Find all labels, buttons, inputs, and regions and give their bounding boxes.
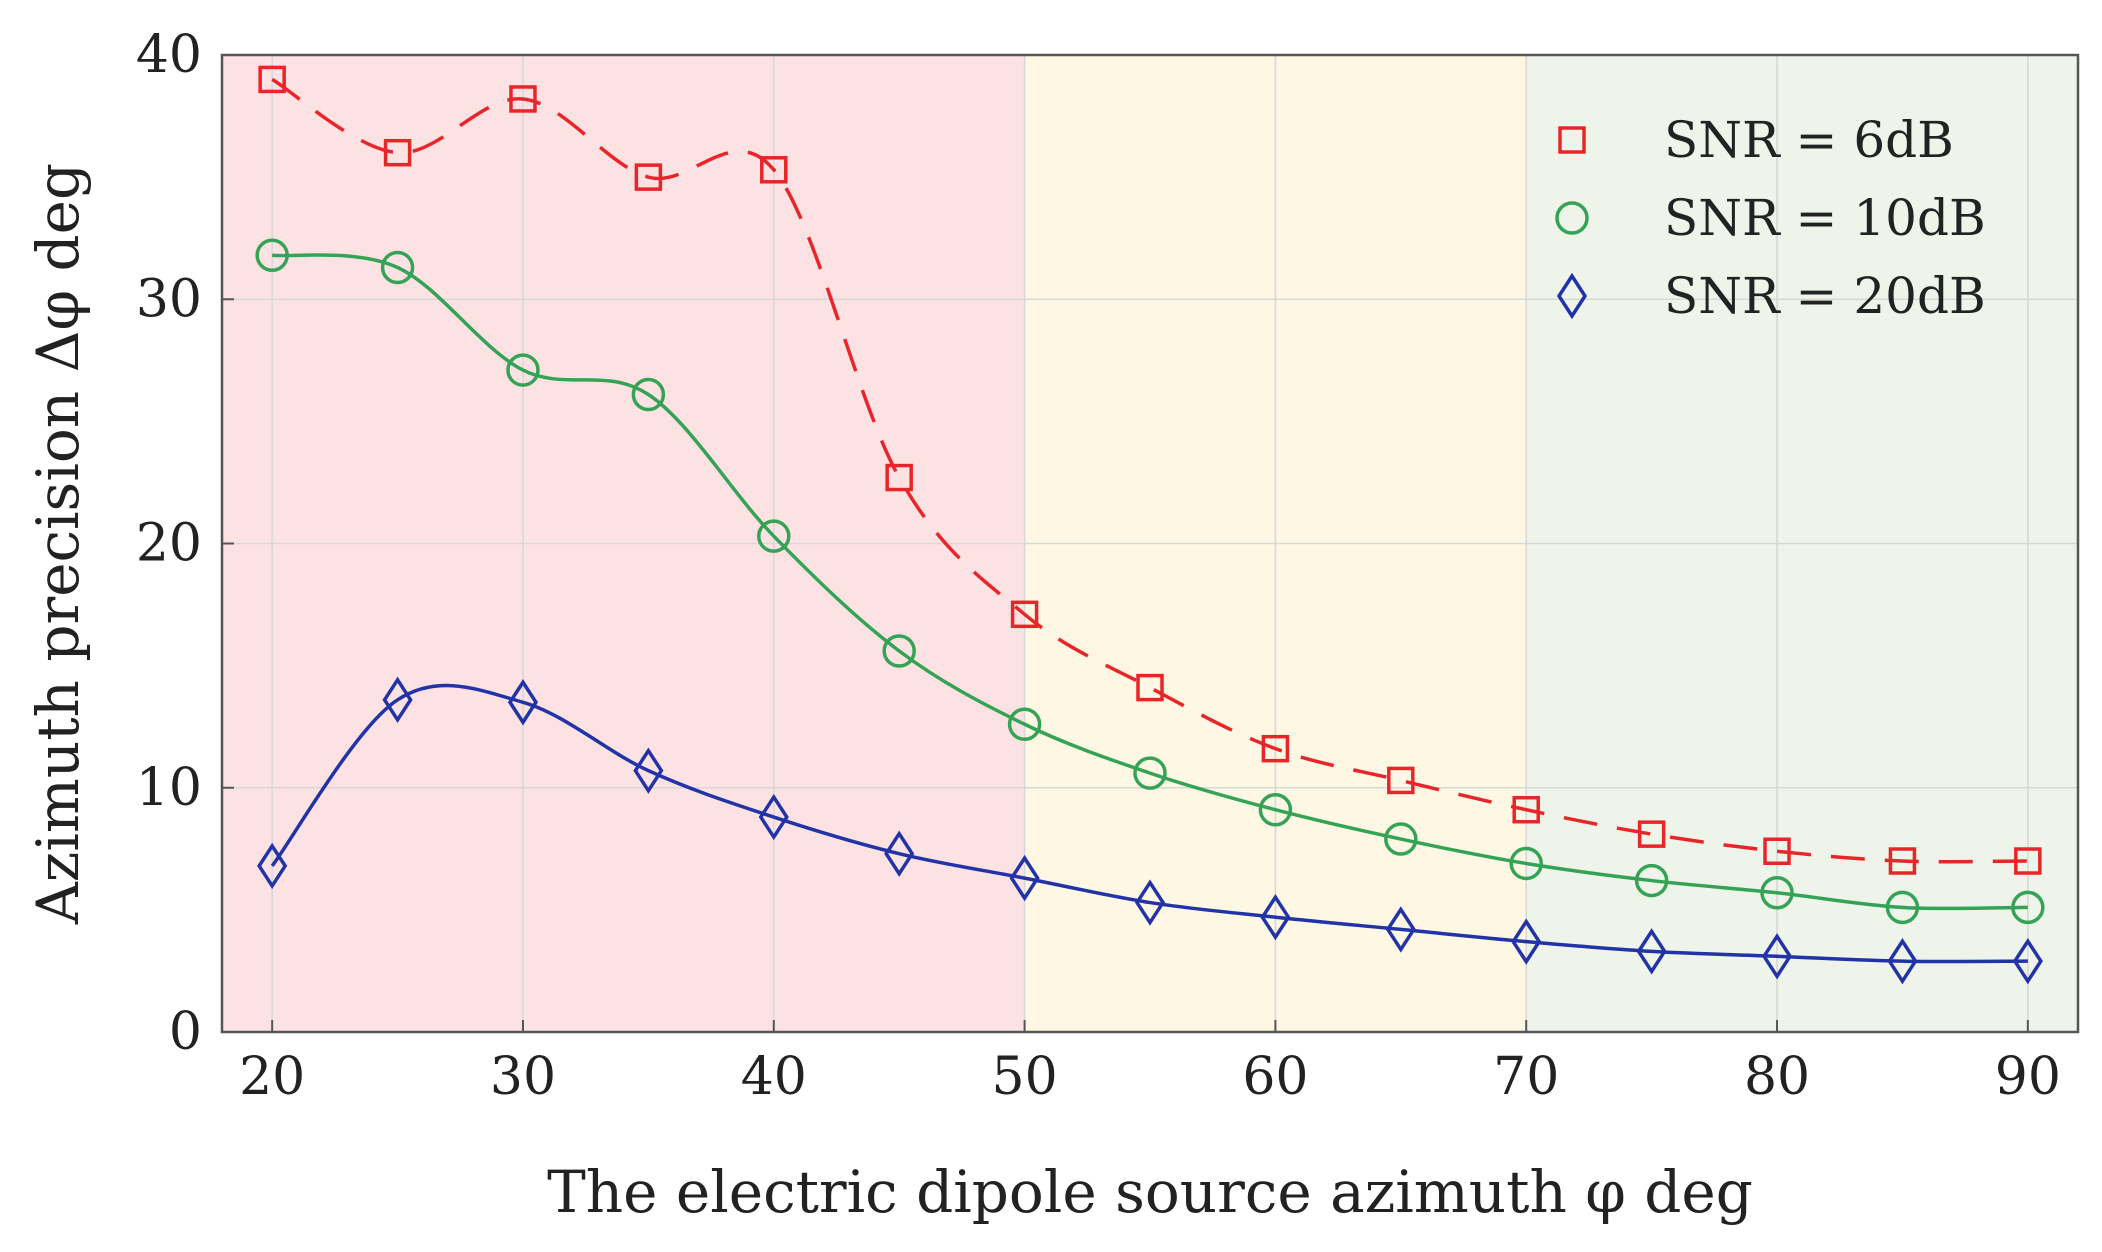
data-point-square-60 xyxy=(1261,734,1290,763)
data-point-square-50 xyxy=(1010,600,1039,629)
legend: SNR = 6dB SNR = 10dB SNR = 20dB xyxy=(1555,111,1986,325)
x-tick-label: 50 xyxy=(992,1047,1058,1107)
data-point-diamond-65 xyxy=(1385,906,1416,953)
y-tick-label: 30 xyxy=(136,269,202,329)
data-point-square-85 xyxy=(1888,847,1917,875)
y-tick-label: 0 xyxy=(169,1002,202,1062)
data-point-square-20 xyxy=(258,65,286,94)
data-point-circle-50 xyxy=(1007,707,1042,741)
axis-ticks: 20 30 40 50 60 70 80 90 0 10 20 30 40 xyxy=(136,25,2061,1107)
data-series xyxy=(255,65,2045,985)
data-point-diamond-75 xyxy=(1636,928,1667,975)
x-tick-label: 40 xyxy=(741,1047,807,1107)
series-line-square xyxy=(271,77,2028,864)
data-point-circle-80 xyxy=(1760,876,1794,910)
data-point-diamond-25 xyxy=(382,676,413,724)
data-point-circle-70 xyxy=(1509,846,1543,881)
data-point-diamond-45 xyxy=(884,830,915,877)
x-tick-label: 20 xyxy=(239,1047,305,1107)
x-tick-label: 80 xyxy=(1744,1047,1810,1107)
series-square xyxy=(258,65,2042,875)
legend-label: SNR = 20dB xyxy=(1664,267,1986,325)
legend-marker-diamond xyxy=(1556,272,1588,320)
series-diamond xyxy=(257,676,2043,985)
data-point-diamond-60 xyxy=(1260,893,1291,941)
data-point-diamond-30 xyxy=(507,679,539,726)
y-tick-label: 40 xyxy=(136,25,202,85)
data-point-square-90 xyxy=(2014,847,2042,875)
data-point-diamond-80 xyxy=(1761,933,1793,980)
data-point-circle-25 xyxy=(380,250,415,285)
data-point-circle-75 xyxy=(1634,863,1669,898)
data-point-circle-85 xyxy=(1885,890,1920,925)
data-point-circle-45 xyxy=(882,634,916,668)
data-point-square-80 xyxy=(1763,837,1791,866)
data-point-circle-20 xyxy=(255,238,289,273)
data-point-circle-65 xyxy=(1384,822,1418,856)
legend-marker-square xyxy=(1558,126,1586,154)
y-tick-label: 10 xyxy=(136,758,202,818)
x-tick-label: 60 xyxy=(1242,1047,1308,1107)
data-point-diamond-20 xyxy=(257,842,288,890)
data-point-diamond-55 xyxy=(1134,879,1166,926)
x-tick-label: 70 xyxy=(1493,1047,1559,1107)
data-point-circle-90 xyxy=(2011,890,2045,925)
data-point-circle-60 xyxy=(1258,792,1293,827)
data-point-circle-55 xyxy=(1133,756,1167,790)
x-axis-label: The electric dipole source azimuth φ deg xyxy=(547,1158,1753,1226)
data-point-square-45 xyxy=(885,463,913,492)
data-point-circle-35 xyxy=(631,377,666,412)
data-point-square-40 xyxy=(760,156,788,184)
data-point-circle-30 xyxy=(506,353,540,387)
data-point-circle-40 xyxy=(757,519,791,553)
series-line-circle xyxy=(271,253,2028,911)
legend-label: SNR = 6dB xyxy=(1664,111,1954,169)
data-point-square-55 xyxy=(1136,673,1164,702)
y-axis-label: Azimuth precision Δφ deg xyxy=(24,163,92,925)
data-point-diamond-40 xyxy=(758,793,789,841)
data-point-diamond-35 xyxy=(633,747,664,794)
series-circle xyxy=(255,238,2045,925)
data-point-diamond-90 xyxy=(2012,937,2043,985)
legend-marker-circle xyxy=(1555,201,1589,235)
data-point-square-35 xyxy=(634,163,663,191)
data-point-square-75 xyxy=(1637,820,1666,848)
data-point-diamond-50 xyxy=(1009,854,1040,902)
data-point-diamond-70 xyxy=(1511,918,1542,965)
data-point-square-65 xyxy=(1387,766,1415,795)
data-point-square-70 xyxy=(1512,795,1540,824)
y-tick-label: 20 xyxy=(136,514,202,574)
data-point-square-30 xyxy=(509,85,537,113)
x-tick-label: 90 xyxy=(1995,1047,2061,1107)
x-tick-label: 30 xyxy=(490,1047,556,1107)
legend-label: SNR = 10dB xyxy=(1664,189,1986,247)
data-point-square-25 xyxy=(383,138,412,167)
data-point-diamond-85 xyxy=(1887,937,1918,985)
